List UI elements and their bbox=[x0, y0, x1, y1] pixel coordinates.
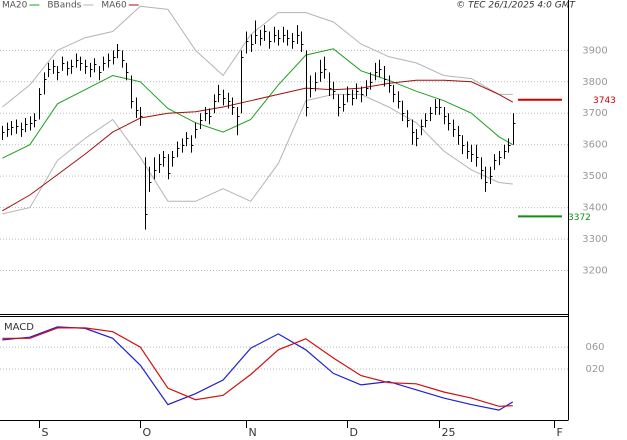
y-tick-label: 3500 bbox=[582, 171, 607, 182]
level-label: 3743 bbox=[593, 96, 616, 106]
y-tick-label: 3800 bbox=[582, 77, 607, 88]
macd-line bbox=[2, 326, 514, 411]
x-tick-label: D bbox=[350, 426, 358, 439]
band-line bbox=[2, 93, 513, 215]
y-tick-label: 020 bbox=[585, 364, 604, 375]
y-tick-label: 3900 bbox=[582, 45, 607, 56]
source: © TEC 26/1/2025 4:0 GMT bbox=[456, 1, 576, 11]
level-label: 3372 bbox=[568, 213, 591, 223]
y-tick-label: 3400 bbox=[582, 203, 607, 214]
y-tick-label: 3200 bbox=[582, 266, 607, 277]
band-line bbox=[1, 5, 513, 108]
ma-line bbox=[2, 79, 514, 212]
x-tick-label: 25 bbox=[442, 426, 456, 439]
legend-label: MA60 bbox=[101, 1, 127, 11]
y-tick-label: 3700 bbox=[582, 108, 607, 119]
x-tick-label: N bbox=[249, 426, 257, 439]
x-tick-label: S bbox=[42, 426, 49, 439]
macd-title: MACD bbox=[4, 322, 34, 333]
y-tick-label: 3600 bbox=[582, 140, 607, 151]
macd-line bbox=[2, 327, 513, 407]
y-tick-label: 3300 bbox=[582, 234, 607, 245]
x-tick-label: O bbox=[143, 426, 152, 439]
legend-label: BBands bbox=[47, 1, 81, 11]
x-tick-label: F bbox=[557, 426, 563, 439]
y-tick-label: 060 bbox=[585, 342, 604, 353]
legend-label: MA20 bbox=[2, 1, 28, 11]
